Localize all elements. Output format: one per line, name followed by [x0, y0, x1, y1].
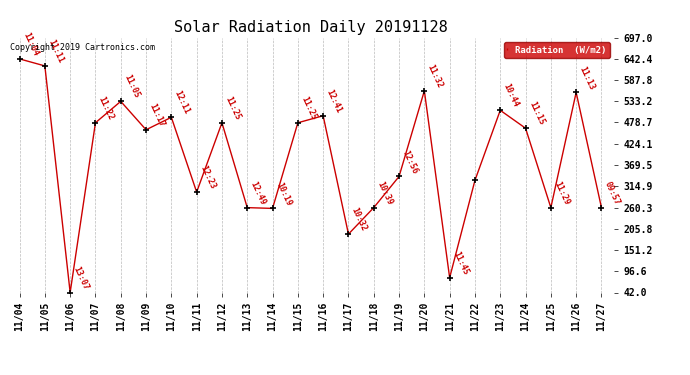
Text: 11:13: 11:13 — [578, 64, 596, 91]
Text: 10:32: 10:32 — [350, 206, 368, 233]
Text: 12:41: 12:41 — [324, 88, 343, 114]
Text: 12:49: 12:49 — [248, 180, 267, 206]
Text: 12:56: 12:56 — [400, 148, 419, 175]
Text: 11:29: 11:29 — [552, 180, 571, 206]
Text: 10:39: 10:39 — [375, 180, 394, 206]
Text: 12:11: 12:11 — [172, 90, 191, 116]
Text: 11:25: 11:25 — [224, 95, 242, 122]
Text: 11:22: 11:22 — [97, 95, 115, 122]
Text: 10:44: 10:44 — [502, 82, 520, 109]
Text: 11:11: 11:11 — [46, 38, 65, 64]
Text: 11:17: 11:17 — [148, 102, 166, 128]
Text: 12:23: 12:23 — [198, 164, 217, 190]
Text: 11:45: 11:45 — [451, 250, 470, 276]
Text: 10:19: 10:19 — [274, 180, 293, 207]
Legend: Radiation  (W/m2): Radiation (W/m2) — [504, 42, 609, 58]
Text: 13:07: 13:07 — [72, 265, 90, 291]
Text: 11:05: 11:05 — [122, 74, 141, 100]
Text: Copyright 2019 Cartronics.com: Copyright 2019 Cartronics.com — [10, 43, 155, 52]
Text: 11:32: 11:32 — [426, 63, 444, 90]
Text: 09:57: 09:57 — [603, 180, 622, 206]
Title: Solar Radiation Daily 20191128: Solar Radiation Daily 20191128 — [174, 20, 447, 35]
Text: 11:04: 11:04 — [21, 31, 39, 57]
Text: 11:25: 11:25 — [299, 95, 318, 122]
Text: 11:15: 11:15 — [527, 100, 546, 127]
